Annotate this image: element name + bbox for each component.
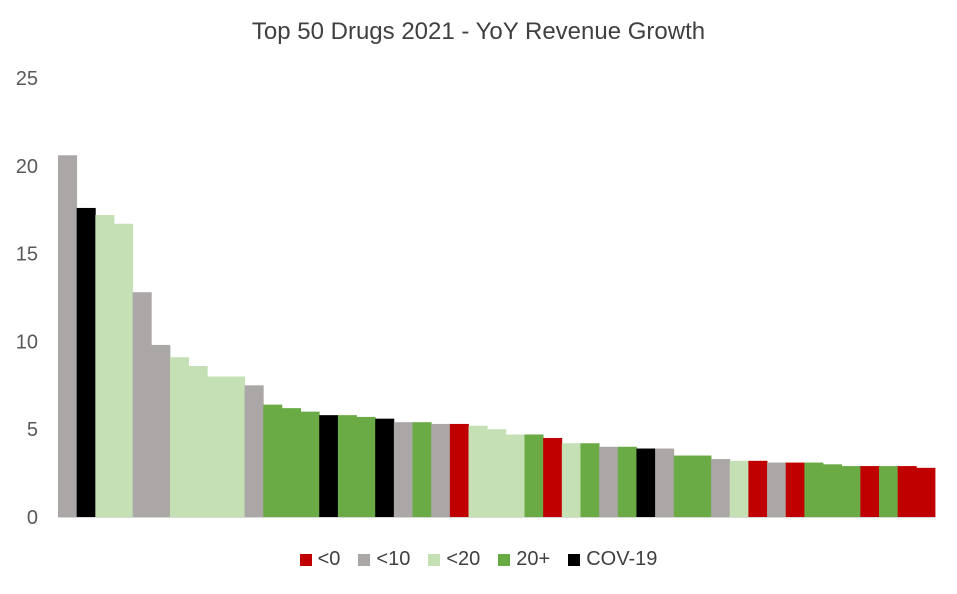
bars-group [58, 155, 936, 517]
y-tick-label: 0 [27, 507, 38, 529]
legend: <0 <10 <20 20+ COV-19 [0, 548, 957, 571]
bar [468, 425, 488, 517]
bar [76, 207, 96, 517]
bar [449, 423, 469, 517]
bar [729, 460, 749, 517]
bar [319, 415, 339, 517]
bar [281, 408, 301, 517]
bar [393, 422, 413, 517]
y-tick-label: 25 [16, 68, 38, 90]
bar [617, 446, 637, 517]
bar [636, 448, 656, 517]
bar [169, 357, 190, 517]
legend-swatch-gt20 [498, 553, 511, 566]
bar [113, 223, 134, 517]
bar [188, 365, 208, 517]
bar [300, 411, 320, 517]
bar [767, 462, 787, 517]
bar [543, 437, 563, 517]
legend-swatch-cov [568, 553, 581, 566]
bar [599, 446, 619, 517]
bar [412, 422, 432, 517]
bar [897, 466, 917, 517]
bar [356, 416, 376, 517]
legend-item-lt20: <20 [428, 548, 480, 571]
legend-item-gt20: 20+ [498, 548, 550, 571]
legend-item-cov: COV-19 [568, 548, 657, 571]
bar [655, 448, 675, 517]
bar [748, 460, 768, 517]
bar [692, 455, 712, 517]
bar [860, 466, 880, 517]
bar [711, 459, 731, 517]
y-tick-label: 15 [16, 244, 38, 266]
legend-label-gt20: 20+ [516, 548, 551, 570]
bar [244, 385, 264, 517]
legend-item-lt10: <10 [358, 548, 410, 571]
bar [58, 155, 78, 517]
bar [487, 429, 507, 517]
y-tick-label: 5 [27, 419, 38, 441]
bar [225, 376, 245, 517]
y-tick-label: 10 [16, 331, 38, 353]
legend-swatch-lt0 [299, 553, 312, 566]
bar [431, 423, 451, 517]
bar [337, 415, 357, 517]
y-axis: 0 5 10 15 20 25 [16, 68, 38, 529]
legend-swatch-lt10 [358, 553, 371, 566]
bar [524, 434, 544, 517]
bar [580, 443, 600, 517]
legend-swatch-lt20 [428, 553, 441, 566]
bar [151, 344, 171, 517]
bar [95, 214, 115, 517]
bar [132, 292, 152, 517]
bar [673, 455, 693, 517]
y-tick-label: 20 [16, 156, 38, 178]
bar [505, 434, 525, 517]
legend-label-lt20: <20 [446, 548, 481, 570]
bar [879, 466, 899, 517]
bar [916, 467, 936, 517]
legend-label-lt10: <10 [376, 548, 411, 570]
bar [841, 466, 861, 517]
legend-label-lt0: <0 [317, 548, 341, 570]
chart-title: Top 50 Drugs 2021 - YoY Revenue Growth [251, 18, 706, 45]
bar [207, 376, 227, 517]
legend-label-cov: COV-19 [586, 548, 658, 570]
bar [785, 462, 805, 517]
bar [561, 443, 581, 517]
bar [375, 418, 395, 517]
bar [804, 462, 824, 517]
legend-item-lt0: <0 [299, 548, 341, 571]
bar [823, 464, 843, 517]
bar [263, 404, 283, 517]
